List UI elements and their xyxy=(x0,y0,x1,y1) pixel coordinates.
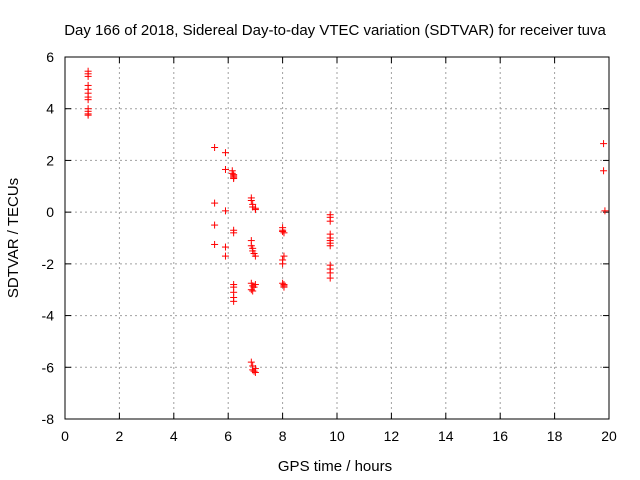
x-tick-label: 16 xyxy=(492,428,508,444)
data-point xyxy=(221,165,229,173)
data-point xyxy=(211,199,219,207)
x-tick-label: 2 xyxy=(116,428,124,444)
chart-title: Day 166 of 2018, Sidereal Day-to-day VTE… xyxy=(64,22,606,39)
x-tick-label: 0 xyxy=(61,428,69,444)
data-point xyxy=(247,197,255,205)
data-point xyxy=(211,221,219,229)
y-tick-label: -8 xyxy=(42,411,55,427)
x-tick-label: 14 xyxy=(438,428,454,444)
y-tick-label: 2 xyxy=(46,152,54,168)
data-point xyxy=(279,260,287,268)
x-tick-label: 4 xyxy=(170,428,178,444)
data-point xyxy=(247,286,255,294)
x-tick-label: 20 xyxy=(601,428,617,444)
y-tick-label: 6 xyxy=(46,49,54,65)
data-points xyxy=(84,67,609,376)
data-point xyxy=(221,252,229,260)
x-tick-label: 8 xyxy=(279,428,287,444)
data-point xyxy=(211,240,219,248)
y-axis-label: SDTVAR / TECUs xyxy=(5,178,22,298)
data-point xyxy=(221,149,229,157)
data-point xyxy=(230,229,238,237)
data-point xyxy=(600,167,608,175)
x-axis-label: GPS time / hours xyxy=(278,458,392,475)
data-point xyxy=(247,358,255,366)
ticks: 0 2 4 6 8 10 12 14 16 18 20 -8 -6 -4 -2 0 2 4 6 xyxy=(42,49,617,444)
x-tick-label: 12 xyxy=(384,428,400,444)
data-point xyxy=(211,144,219,151)
y-tick-label: 0 xyxy=(46,204,54,220)
data-point xyxy=(600,140,608,148)
x-tick-label: 18 xyxy=(547,428,563,444)
data-point xyxy=(251,206,259,214)
y-tick-label: -2 xyxy=(42,256,55,272)
data-point xyxy=(221,243,229,251)
data-point xyxy=(230,297,238,305)
data-point xyxy=(84,111,92,119)
grid xyxy=(65,57,609,419)
data-point xyxy=(84,72,92,80)
x-tick-label: 10 xyxy=(329,428,345,444)
data-point xyxy=(251,252,259,260)
data-point xyxy=(601,207,609,215)
y-tick-label: -6 xyxy=(42,359,55,375)
data-point xyxy=(279,228,287,236)
data-point xyxy=(280,229,288,237)
data-point xyxy=(280,283,288,291)
data-point xyxy=(280,252,288,260)
x-tick-label: 6 xyxy=(224,428,232,444)
y-tick-label: -4 xyxy=(42,308,55,324)
data-point xyxy=(84,96,92,104)
data-point xyxy=(249,287,257,295)
data-point xyxy=(251,365,259,373)
data-point xyxy=(230,175,238,183)
data-point xyxy=(251,281,259,289)
data-point xyxy=(326,242,334,250)
data-point xyxy=(326,274,334,282)
data-point xyxy=(221,207,229,215)
data-point xyxy=(326,217,334,225)
y-tick-label: 4 xyxy=(46,101,54,117)
